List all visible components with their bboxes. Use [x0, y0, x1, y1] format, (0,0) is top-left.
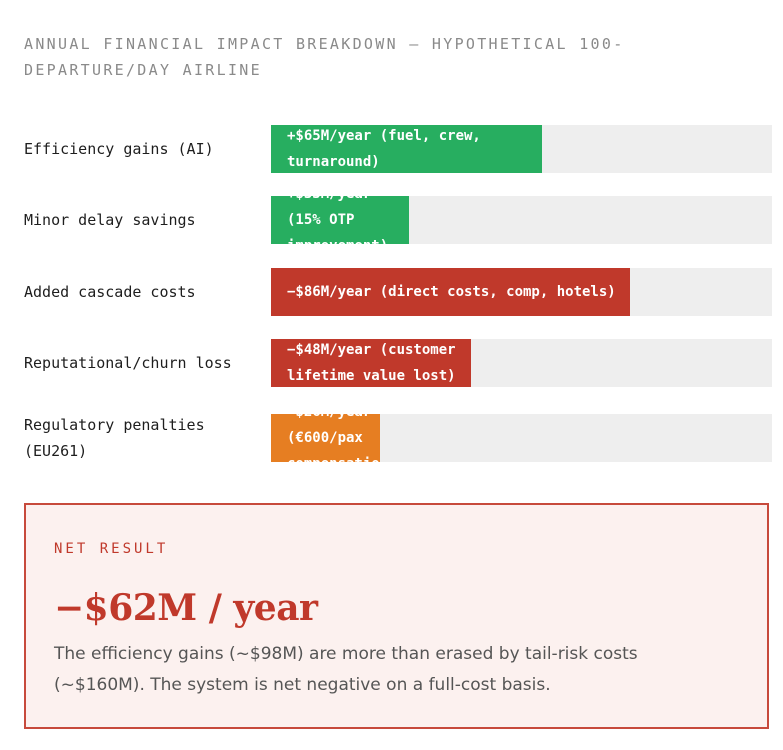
impact-row-label: Regulatory penalties (EU261)	[24, 416, 205, 460]
impact-bar: −$48M/year (customer lifetime value lost…	[271, 339, 471, 387]
impact-bar-track: −$48M/year (customer lifetime value lost…	[271, 339, 772, 387]
impact-bar-label: −$48M/year (customer lifetime value lost…	[287, 342, 456, 384]
net-result-card: NET RESULT −$62M / year The efficiency g…	[24, 503, 769, 729]
impact-bar-label: +$65M/year (fuel, crew, turnaround)	[287, 128, 481, 170]
impact-bar: +$65M/year (fuel, crew, turnaround)	[271, 125, 542, 173]
impact-bar-label: +$33M/year (15% OTP improvement)	[287, 196, 388, 244]
impact-bar-track: +$65M/year (fuel, crew, turnaround)	[271, 125, 772, 173]
impact-bar-track: +$33M/year (15% OTP improvement)	[271, 196, 772, 244]
impact-row-label: Minor delay savings	[24, 211, 196, 229]
impact-bar-track: −$26M/year (€600/pax compensation)	[271, 414, 772, 462]
net-result-value: −$62M / year	[54, 587, 318, 629]
impact-row: Efficiency gains (AI) +$65M/year (fuel, c…	[24, 125, 772, 173]
impact-row: Minor delay savings +$33M/year (15% OTP i…	[24, 196, 772, 244]
impact-row-label: Efficiency gains (AI)	[24, 140, 214, 158]
impact-row-label: Added cascade costs	[24, 283, 196, 301]
impact-bar: +$33M/year (15% OTP improvement)	[271, 196, 409, 244]
impact-row: Regulatory penalties (EU261) −$26M/year (…	[24, 414, 772, 462]
impact-bar-label: −$86M/year (direct costs, comp, hotels)	[287, 284, 616, 300]
impact-row: Added cascade costs −$86M/year (direct co…	[24, 268, 772, 316]
impact-bar-track: −$86M/year (direct costs, comp, hotels)	[271, 268, 772, 316]
impact-bar-label: −$26M/year (€600/pax compensation)	[287, 414, 380, 462]
impact-bar: −$26M/year (€600/pax compensation)	[271, 414, 380, 462]
chart-title: ANNUAL FINANCIAL IMPACT BREAKDOWN — HYPO…	[24, 35, 625, 79]
net-result-description: The efficiency gains (~$98M) are more th…	[54, 644, 638, 695]
impact-bar: −$86M/year (direct costs, comp, hotels)	[271, 268, 630, 316]
impact-row: Reputational/churn loss −$48M/year (custo…	[24, 339, 772, 387]
net-result-label: NET RESULT	[54, 541, 169, 557]
impact-row-label: Reputational/churn loss	[24, 354, 232, 372]
